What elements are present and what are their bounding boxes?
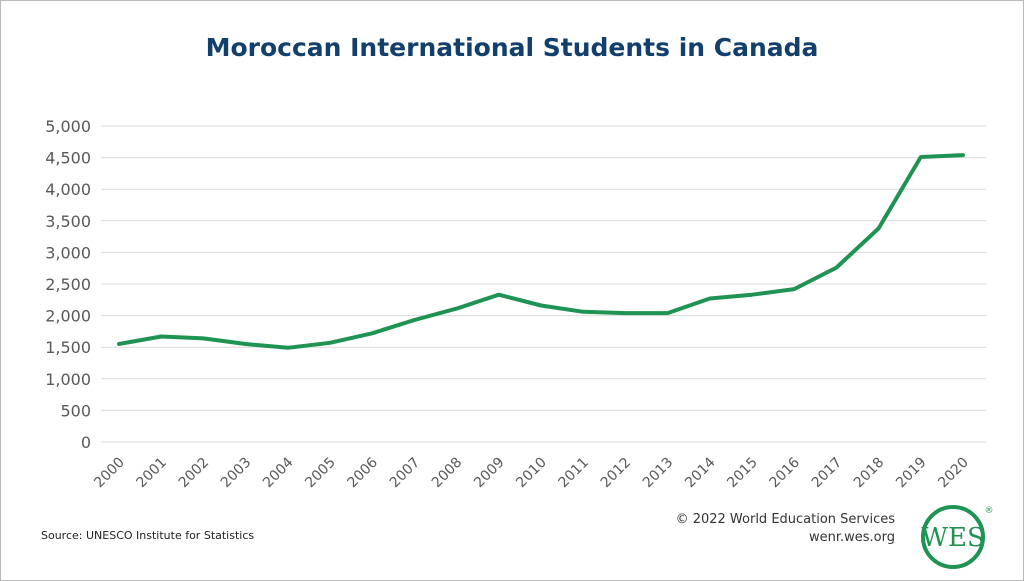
x-tick-label: 2003 bbox=[218, 455, 255, 492]
x-tick-label: 2019 bbox=[893, 455, 930, 492]
logo-ring bbox=[921, 505, 985, 569]
y-tick-label: 4,000 bbox=[45, 180, 91, 199]
x-tick-label: 2010 bbox=[513, 455, 550, 492]
x-tick-label: 2012 bbox=[598, 455, 635, 492]
x-tick-label: 2006 bbox=[345, 454, 382, 491]
x-tick-label: 2014 bbox=[682, 454, 719, 491]
copyright-block: © 2022 World Education Services wenr.wes… bbox=[676, 511, 895, 547]
x-tick-label: 2016 bbox=[767, 454, 804, 491]
logo-registered-mark: ® bbox=[985, 506, 994, 516]
y-tick-label: 3,000 bbox=[45, 243, 91, 262]
logo-text: WES bbox=[921, 523, 985, 553]
y-tick-label: 1,500 bbox=[45, 338, 91, 357]
x-tick-label: 2017 bbox=[809, 455, 846, 492]
x-tick-label: 2009 bbox=[471, 455, 508, 492]
x-tick-label: 2002 bbox=[176, 455, 213, 492]
y-tick-label: 2,000 bbox=[45, 307, 91, 326]
x-tick-label: 2013 bbox=[640, 455, 677, 492]
x-tick-label: 2005 bbox=[302, 455, 339, 492]
y-tick-label: 500 bbox=[60, 401, 91, 420]
x-tick-label: 2015 bbox=[724, 455, 761, 492]
y-tick-label: 0 bbox=[81, 433, 91, 452]
line-chart: 0 500 1,000 1,500 2,000 2,500 3,000 3,500 4,000 4… bbox=[45, 117, 986, 492]
wes-logo: WES ® bbox=[921, 505, 994, 569]
x-tick-label: 2020 bbox=[935, 455, 972, 492]
series-line bbox=[117, 153, 965, 350]
y-tick-label: 1,000 bbox=[45, 370, 91, 389]
x-tick-label: 2011 bbox=[556, 455, 593, 492]
y-tick-label: 5,000 bbox=[45, 117, 91, 136]
y-tick-label: 4,500 bbox=[45, 149, 91, 168]
website-text: wenr.wes.org bbox=[808, 530, 895, 545]
y-tick-label: 3,500 bbox=[45, 212, 91, 231]
copyright-text: © 2022 World Education Services bbox=[675, 512, 895, 527]
x-tick-label: 2008 bbox=[429, 455, 466, 492]
x-tick-label: 2004 bbox=[260, 454, 297, 491]
x-tick-label: 2000 bbox=[91, 455, 128, 492]
source-note: Source: UNESCO Institute for Statistics bbox=[41, 529, 255, 542]
chart-title: Moroccan International Students in Canad… bbox=[205, 33, 819, 62]
x-tick-label: 2007 bbox=[387, 455, 424, 492]
x-tick-label: 2001 bbox=[134, 455, 171, 492]
y-tick-label: 2,500 bbox=[45, 275, 91, 294]
x-tick-label: 2018 bbox=[851, 455, 888, 492]
